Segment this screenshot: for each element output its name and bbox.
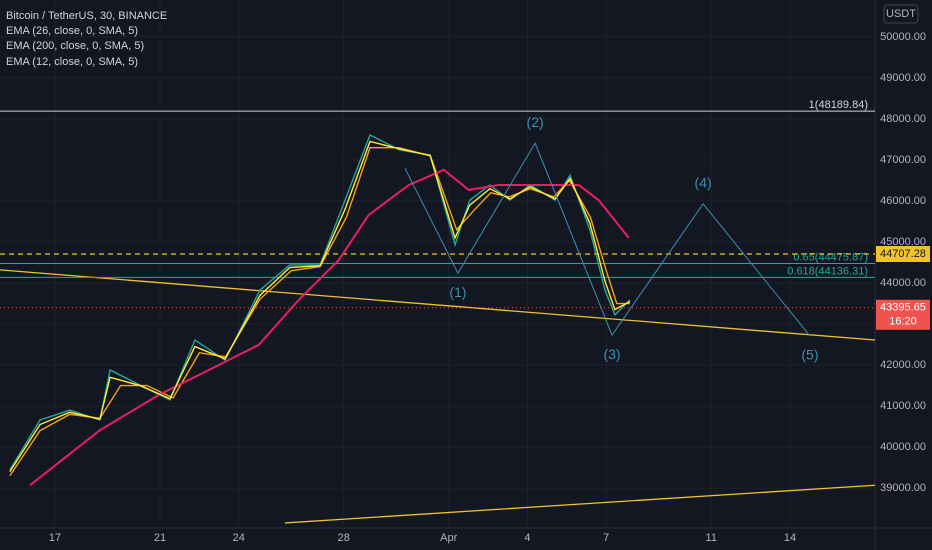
x-tick-label: 7 [603,532,609,544]
wave-label: (1) [449,284,466,300]
x-tick-label: Apr [440,532,457,544]
countdown: 16:20 [889,316,917,328]
y-tick-label: 42000.00 [880,359,926,371]
wave-label: (4) [695,175,712,191]
trendline [0,269,876,341]
x-tick-label: 11 [706,532,717,544]
y-tick-label: 41000.00 [880,400,926,412]
y-tick-label: 48000.00 [880,113,926,125]
alert-price: 44707.28 [880,248,926,260]
legend-entry: EMA (200, close, 0, SMA, 5) [6,40,144,52]
currency: USDT [886,8,916,20]
wave-label: (2) [527,114,544,130]
trendline [284,484,876,524]
y-tick-label: 47000.00 [880,154,926,166]
fib-label: 0.618(44136.31) [787,265,868,277]
y-tick-label: 46000.00 [880,195,926,207]
x-tick-label: 17 [49,532,61,544]
legend-entry: EMA (26, close, 0, SMA, 5) [6,25,138,37]
currency-box[interactable] [883,4,919,24]
x-tick-label: 14 [784,532,796,544]
ema-line [9,140,631,473]
x-tick-label: 24 [233,532,245,544]
x-tick-label: 28 [338,532,350,544]
y-tick-label: 50000.00 [880,31,926,43]
y-tick-label: 40000.00 [880,441,926,453]
alert-box [876,245,930,262]
last-price-box [876,299,930,330]
wave-label: (3) [603,346,620,362]
y-tick-label: 49000.00 [880,72,926,84]
last-price: 43395.65 [880,302,926,314]
ema-line [29,168,630,487]
y-tick-label: 45000.00 [880,236,926,248]
fib-label: 0.65(44475.87) [793,251,868,263]
fib-label: 1(48189.84) [809,99,868,111]
y-tick-label: 39000.00 [880,482,926,494]
x-tick-label: 4 [524,532,530,544]
legend-entry: EMA (12, close, 0, SMA, 5) [6,56,138,68]
y-tick-label: 44000.00 [880,277,926,289]
x-tick-label: 21 [154,532,166,544]
wave-label: (5) [801,347,818,363]
chart-title: Bitcoin / TetherUS, 30, BINANCE [6,10,167,22]
wave-path [404,142,811,337]
price-line [9,133,631,471]
